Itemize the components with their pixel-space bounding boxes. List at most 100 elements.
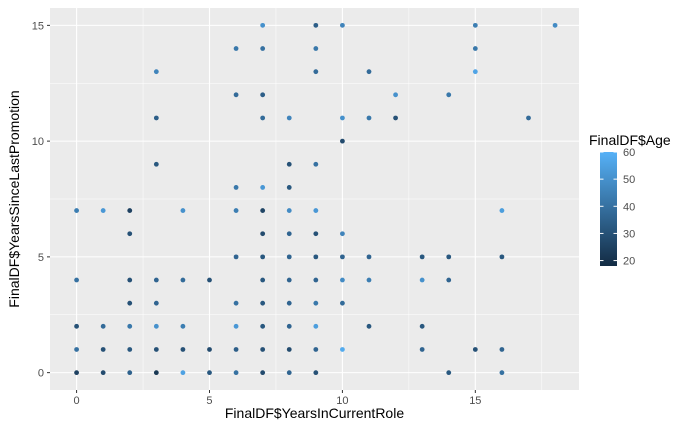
data-point [153,161,159,167]
data-point [366,323,372,329]
data-point [313,347,319,352]
data-point [340,277,345,283]
data-point [499,254,505,260]
legend-ticks: 20 30 40 50 60 [600,147,635,268]
data-point [526,115,531,121]
data-point [499,208,505,213]
data-point [260,46,266,51]
data-point [74,323,79,329]
data-point [74,277,79,283]
data-point [74,370,79,376]
data-point [472,46,478,51]
data-point [286,370,292,376]
data-point [153,115,159,121]
data-point [233,254,239,260]
data-point [207,277,212,283]
legend-break-label: 40 [623,201,635,213]
data-point [419,347,425,352]
data-point [419,254,425,260]
data-point [260,323,266,329]
x-tick-label: 10 [336,395,348,407]
data-point [207,347,212,352]
data-point [446,277,452,283]
data-point [366,69,372,75]
data-point [153,323,159,329]
data-point [286,231,292,237]
data-point [127,300,133,306]
data-point [153,277,159,283]
data-point [366,115,372,121]
data-point [180,323,186,329]
data-point [180,347,186,352]
data-point [74,208,79,213]
data-point [286,300,292,306]
data-point [313,277,319,283]
data-point [340,254,345,260]
data-point [340,347,345,352]
data-point [153,69,159,75]
data-point [340,115,345,121]
data-point [472,22,478,28]
legend-break-label: 50 [623,174,635,186]
y-tick-label: 15 [32,20,44,32]
data-point [207,370,212,376]
data-point [233,185,239,190]
data-point [472,347,478,352]
data-point [313,161,319,167]
data-point [100,370,106,376]
data-point [233,92,239,98]
data-point [180,370,186,376]
data-point [499,347,505,352]
color-legend: FinalDF$Age 20 30 40 50 60 [589,132,671,268]
data-point [313,370,319,376]
x-tick-label: 15 [469,395,481,407]
data-point [286,323,292,329]
x-axis: 0 5 10 15 [74,390,481,407]
data-point [286,208,292,213]
data-point [233,208,239,213]
data-point [340,300,345,306]
data-point [340,231,345,237]
data-point [313,69,319,75]
data-point [127,208,133,213]
data-point [446,370,452,376]
data-point [552,22,558,28]
y-tick-label: 0 [38,368,44,380]
data-point [127,277,133,283]
legend-break-label: 60 [623,147,635,159]
data-point [393,92,398,98]
data-point [260,185,266,190]
data-point [260,231,266,237]
data-point [313,300,319,306]
data-point [100,208,106,213]
data-points [74,22,558,376]
data-point [446,254,452,260]
data-point [260,254,266,260]
data-point [313,208,319,213]
data-point [260,370,266,376]
data-point [127,370,133,376]
legend-break-label: 20 [623,256,635,268]
data-point [419,277,425,283]
data-point [233,46,239,51]
data-point [366,277,372,283]
data-point [233,347,239,352]
y-tick-label: 10 [32,136,44,148]
y-axis: 0 5 10 15 [32,20,50,380]
y-axis-title: FinalDF$YearsSinceLastPromotion [6,90,22,307]
data-point [260,277,266,283]
legend-break-label: 30 [623,228,635,240]
legend-colorbar [600,152,617,266]
data-point [233,300,239,306]
data-point [313,254,319,260]
data-point [153,370,159,376]
data-point [260,347,266,352]
data-point [153,347,159,352]
data-point [286,161,292,167]
data-point [260,92,266,98]
data-point [340,22,345,28]
data-point [260,22,266,28]
data-point [393,115,398,121]
data-point [286,347,292,352]
data-point [286,185,292,190]
